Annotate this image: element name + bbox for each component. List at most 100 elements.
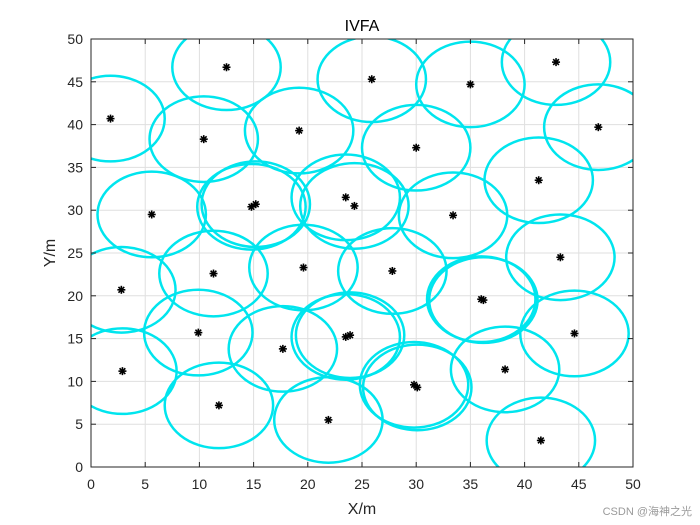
sensor-marker xyxy=(479,296,488,305)
coverage-circle xyxy=(449,325,561,414)
coverage-circle xyxy=(171,39,282,112)
sensor-marker xyxy=(199,135,208,144)
x-tick-label: 40 xyxy=(517,476,533,492)
sensor-marker xyxy=(341,193,350,202)
coverage-circle xyxy=(91,327,178,416)
y-axis-label: Y/m xyxy=(42,239,59,267)
coverage-circle xyxy=(163,361,275,450)
coverage-circle xyxy=(195,162,307,251)
coverage-circle xyxy=(96,170,208,259)
sensor-marker-stroke xyxy=(223,63,230,71)
coverage-circle xyxy=(298,161,410,250)
coverage-circle xyxy=(148,95,260,184)
sensor-marker xyxy=(570,329,579,338)
coverage-circles xyxy=(91,39,633,467)
sensor-marker xyxy=(209,269,218,278)
sensor-marker xyxy=(299,263,308,272)
sensor-marker xyxy=(346,331,355,340)
sensor-marker-stroke xyxy=(388,267,396,275)
sensor-marker xyxy=(413,383,422,392)
coverage-circle xyxy=(91,245,177,334)
coverage-circle xyxy=(294,291,406,380)
coverage-circle xyxy=(158,229,269,318)
sensor-marker-stroke xyxy=(368,75,376,83)
coverage-circle xyxy=(227,304,339,393)
y-tick-label: 5 xyxy=(75,416,83,432)
sensor-marker-stroke xyxy=(552,58,560,66)
sensor-marker xyxy=(388,266,397,275)
sensor-marker-stroke xyxy=(210,270,217,277)
x-tick-label: 35 xyxy=(463,476,479,492)
sensor-marker-stroke xyxy=(194,329,202,337)
coverage-circle xyxy=(91,74,166,163)
y-tick-label: 25 xyxy=(67,245,83,261)
sensor-marker xyxy=(214,401,223,410)
watermark: CSDN @海神之光 xyxy=(602,506,692,518)
sensor-marker-stroke xyxy=(413,383,421,391)
y-tick-label: 35 xyxy=(67,159,83,175)
coverage-circle xyxy=(485,396,597,467)
sensor-marker-stroke xyxy=(117,286,125,294)
coverage-circle xyxy=(272,375,384,464)
chart-title: IVFA xyxy=(345,18,380,35)
sensor-marker xyxy=(251,200,260,209)
x-tick-label: 15 xyxy=(246,476,262,492)
sensor-marker-stroke xyxy=(200,135,208,143)
axis-ticks: 0 5 10 15 20 25 30 35 40 45 50 0 5 10 15 20 25 30 35 40 45 50 xyxy=(67,31,641,492)
y-tick-label: 45 xyxy=(67,74,83,90)
sensor-marker xyxy=(118,367,127,376)
sensor-marker xyxy=(350,201,359,210)
sensor-marker xyxy=(412,143,421,152)
sensor-marker-stroke xyxy=(410,381,418,389)
y-tick-label: 20 xyxy=(67,288,83,304)
sensor-marker-stroke xyxy=(300,264,307,271)
sensor-marker-stroke xyxy=(501,365,509,373)
x-tick-label: 10 xyxy=(192,476,208,492)
sensor-marker-stroke xyxy=(350,202,358,210)
sensor-marker xyxy=(536,436,545,445)
x-tick-label: 25 xyxy=(354,476,370,492)
sensor-marker-stroke xyxy=(571,330,578,337)
y-tick-label: 15 xyxy=(67,331,83,347)
coverage-circle xyxy=(504,213,616,302)
y-tick-label: 30 xyxy=(67,202,83,218)
x-tick-label: 0 xyxy=(87,476,95,492)
sensor-marker xyxy=(147,210,156,219)
sensor-marker-stroke xyxy=(594,123,602,131)
coverage-circle xyxy=(519,289,630,378)
sensor-marker-stroke xyxy=(479,296,487,304)
coverage-circle xyxy=(500,39,612,107)
sensor-marker-stroke xyxy=(252,200,260,208)
coverage-circle xyxy=(542,83,633,172)
sensor-marker-stroke xyxy=(215,401,223,409)
coverage-circle xyxy=(427,256,539,345)
sensor-marker xyxy=(594,123,603,132)
sensor-marker-stroke xyxy=(118,367,126,375)
sensor-marker-stroke xyxy=(346,331,354,339)
sensor-marker xyxy=(194,328,203,337)
sensor-marker-stroke xyxy=(342,193,350,201)
sensor-marker-stroke xyxy=(107,115,114,123)
y-tick-label: 50 xyxy=(67,31,83,47)
sensor-marker-stroke xyxy=(295,127,303,135)
sensor-marker xyxy=(324,415,333,424)
sensor-marker xyxy=(367,75,376,84)
sensor-marker xyxy=(117,285,126,294)
y-tick-label: 10 xyxy=(67,373,83,389)
sensor-marker-stroke xyxy=(466,80,474,88)
sensor-marker xyxy=(278,344,287,353)
sensor-marker xyxy=(552,58,561,67)
sensor-markers xyxy=(106,58,603,445)
sensor-marker xyxy=(501,365,510,374)
sensor-marker-stroke xyxy=(324,416,332,424)
x-tick-label: 45 xyxy=(571,476,587,492)
sensor-marker-stroke xyxy=(537,437,545,444)
y-tick-label: 40 xyxy=(67,117,83,133)
x-tick-label: 50 xyxy=(625,476,641,492)
x-axis-label: X/m xyxy=(348,501,376,518)
sensor-marker xyxy=(106,114,115,123)
sensor-marker-stroke xyxy=(279,345,287,353)
y-tick-label: 0 xyxy=(75,459,83,475)
sensor-marker xyxy=(556,253,565,262)
